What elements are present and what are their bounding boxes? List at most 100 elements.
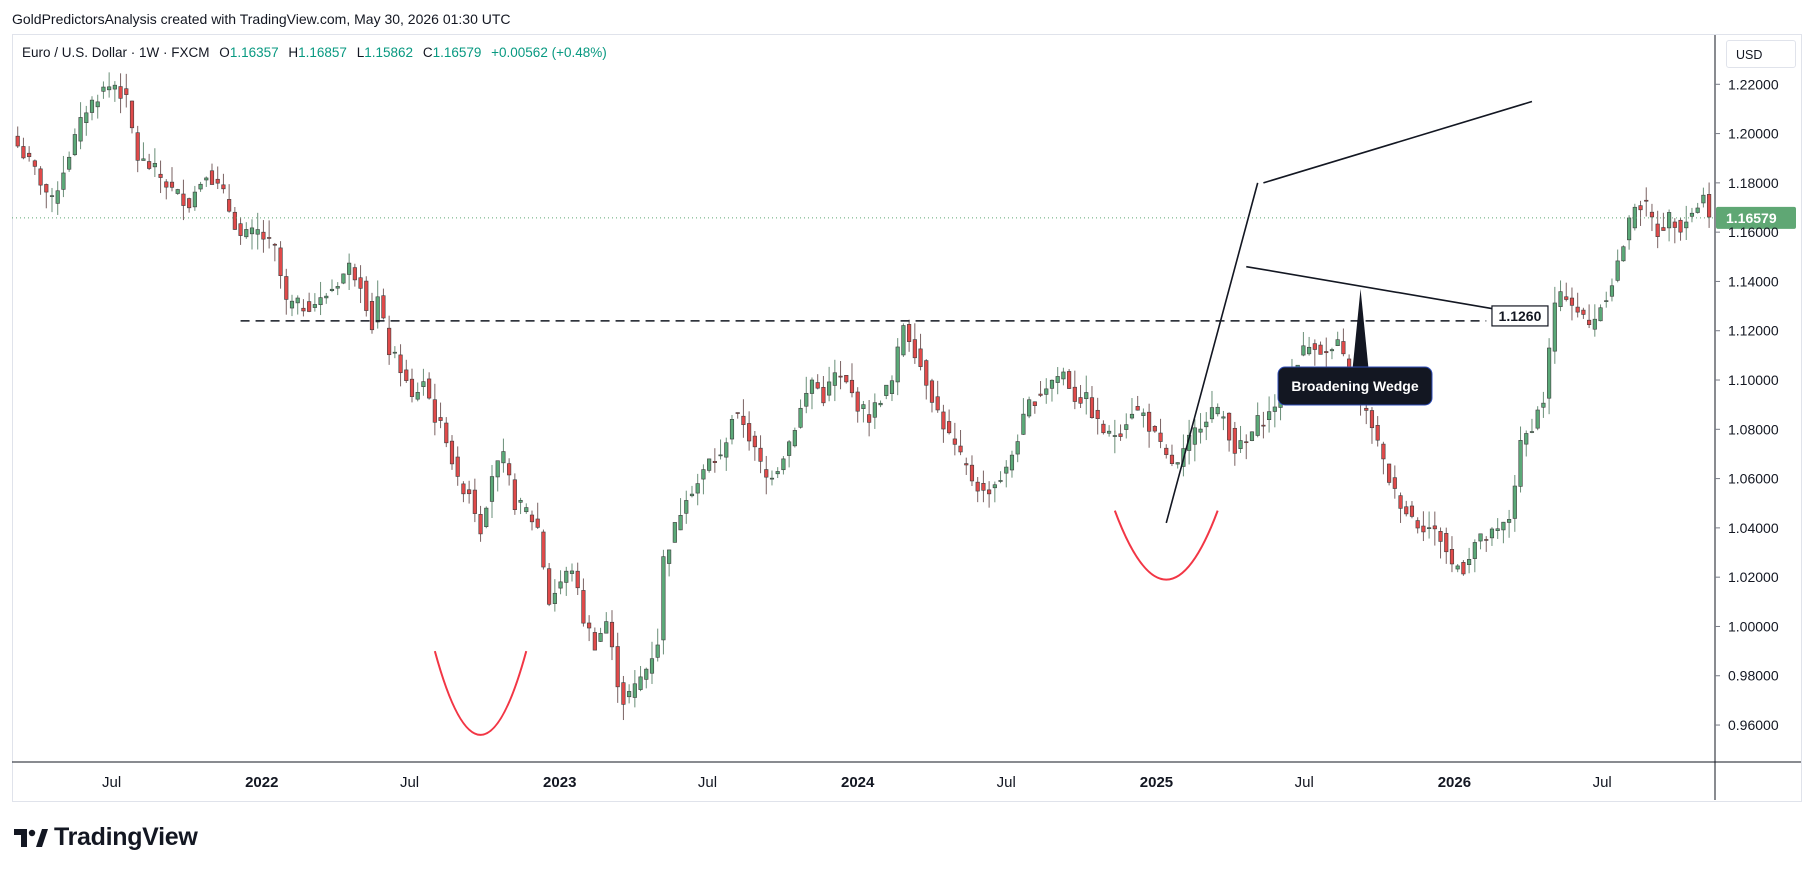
candle[interactable]	[804, 376, 809, 414]
candle[interactable]	[1392, 465, 1397, 499]
candle[interactable]	[261, 220, 266, 253]
candle[interactable]	[1004, 460, 1009, 488]
candle[interactable]	[415, 382, 420, 402]
candle[interactable]	[769, 470, 775, 486]
candle[interactable]	[1232, 421, 1237, 466]
candle[interactable]	[1627, 215, 1632, 250]
candle[interactable]	[735, 412, 740, 419]
candle[interactable]	[1501, 521, 1506, 544]
candle[interactable]	[1512, 474, 1517, 532]
candle[interactable]	[1529, 418, 1535, 434]
candle[interactable]	[61, 155, 66, 198]
candle[interactable]	[1541, 391, 1546, 418]
candle[interactable]	[95, 94, 100, 119]
candle[interactable]	[729, 415, 735, 445]
currency-selector[interactable]: USD	[1726, 40, 1796, 68]
symbol-name[interactable]: Euro / U.S. Dollar · 1W · FXCM	[22, 45, 210, 60]
candle[interactable]	[1461, 560, 1466, 576]
candle[interactable]	[884, 384, 889, 400]
candle[interactable]	[529, 510, 535, 531]
candle[interactable]	[267, 220, 272, 249]
candle[interactable]	[404, 359, 409, 383]
candle[interactable]	[198, 181, 203, 192]
candle[interactable]	[889, 375, 895, 402]
candle[interactable]	[724, 437, 729, 471]
candle[interactable]	[844, 374, 849, 384]
candle[interactable]	[1375, 416, 1380, 447]
candle[interactable]	[1044, 378, 1049, 404]
candle[interactable]	[1272, 394, 1277, 428]
candle[interactable]	[1684, 205, 1689, 241]
candle[interactable]	[672, 522, 677, 543]
candle[interactable]	[1438, 527, 1443, 559]
candle[interactable]	[484, 506, 489, 529]
candle[interactable]	[644, 667, 649, 689]
candle[interactable]	[821, 375, 826, 407]
candle[interactable]	[1175, 462, 1180, 469]
candle[interactable]	[604, 612, 609, 634]
candle[interactable]	[855, 387, 860, 423]
candle[interactable]	[147, 153, 152, 171]
candle[interactable]	[232, 206, 237, 231]
candle[interactable]	[1581, 307, 1586, 319]
candle[interactable]	[152, 148, 157, 178]
candle[interactable]	[1575, 292, 1580, 318]
candle[interactable]	[1209, 390, 1215, 423]
candle[interactable]	[929, 378, 935, 413]
candle[interactable]	[1118, 424, 1123, 441]
candle[interactable]	[181, 179, 186, 221]
candle[interactable]	[969, 455, 975, 486]
candle[interactable]	[32, 159, 37, 175]
candle[interactable]	[1695, 202, 1700, 214]
candle[interactable]	[192, 185, 197, 211]
candle[interactable]	[187, 197, 192, 213]
candle[interactable]	[158, 160, 163, 194]
candle[interactable]	[101, 81, 106, 99]
candle[interactable]	[775, 467, 780, 478]
candle[interactable]	[1489, 527, 1495, 546]
candle[interactable]	[1495, 518, 1500, 539]
candle[interactable]	[341, 273, 346, 285]
candle[interactable]	[1038, 381, 1043, 398]
candle[interactable]	[592, 627, 597, 651]
candle[interactable]	[1569, 287, 1575, 321]
candle[interactable]	[1558, 280, 1563, 312]
candle[interactable]	[1427, 511, 1432, 539]
candle[interactable]	[495, 460, 500, 492]
candle[interactable]	[1324, 337, 1329, 367]
candle[interactable]	[787, 439, 792, 468]
candle[interactable]	[1078, 384, 1083, 409]
candle[interactable]	[798, 399, 803, 429]
candle[interactable]	[398, 344, 403, 387]
candle[interactable]	[141, 142, 146, 161]
candle[interactable]	[518, 497, 523, 515]
candle[interactable]	[1221, 410, 1226, 431]
candle[interactable]	[364, 276, 369, 317]
candle[interactable]	[1095, 397, 1100, 435]
candle[interactable]	[272, 242, 277, 262]
candle[interactable]	[838, 361, 843, 390]
candle[interactable]	[1261, 411, 1266, 439]
candle[interactable]	[1609, 278, 1615, 302]
candle[interactable]	[712, 448, 717, 473]
candle[interactable]	[449, 435, 455, 470]
candle[interactable]	[918, 333, 923, 371]
candle[interactable]	[1244, 434, 1249, 460]
candle[interactable]	[809, 377, 815, 410]
candle[interactable]	[661, 549, 666, 655]
candle[interactable]	[1535, 406, 1540, 431]
candle[interactable]	[1689, 207, 1695, 223]
candle[interactable]	[15, 126, 20, 149]
candle[interactable]	[107, 72, 112, 98]
candle[interactable]	[472, 478, 477, 523]
candle[interactable]	[438, 402, 443, 429]
candle[interactable]	[689, 485, 695, 498]
candle[interactable]	[1701, 187, 1706, 208]
candle[interactable]	[1707, 182, 1712, 228]
candle[interactable]	[164, 179, 169, 200]
candle[interactable]	[615, 632, 620, 703]
candle[interactable]	[998, 471, 1003, 484]
candle[interactable]	[175, 188, 180, 195]
candle[interactable]	[941, 404, 946, 443]
candle[interactable]	[1141, 408, 1146, 428]
